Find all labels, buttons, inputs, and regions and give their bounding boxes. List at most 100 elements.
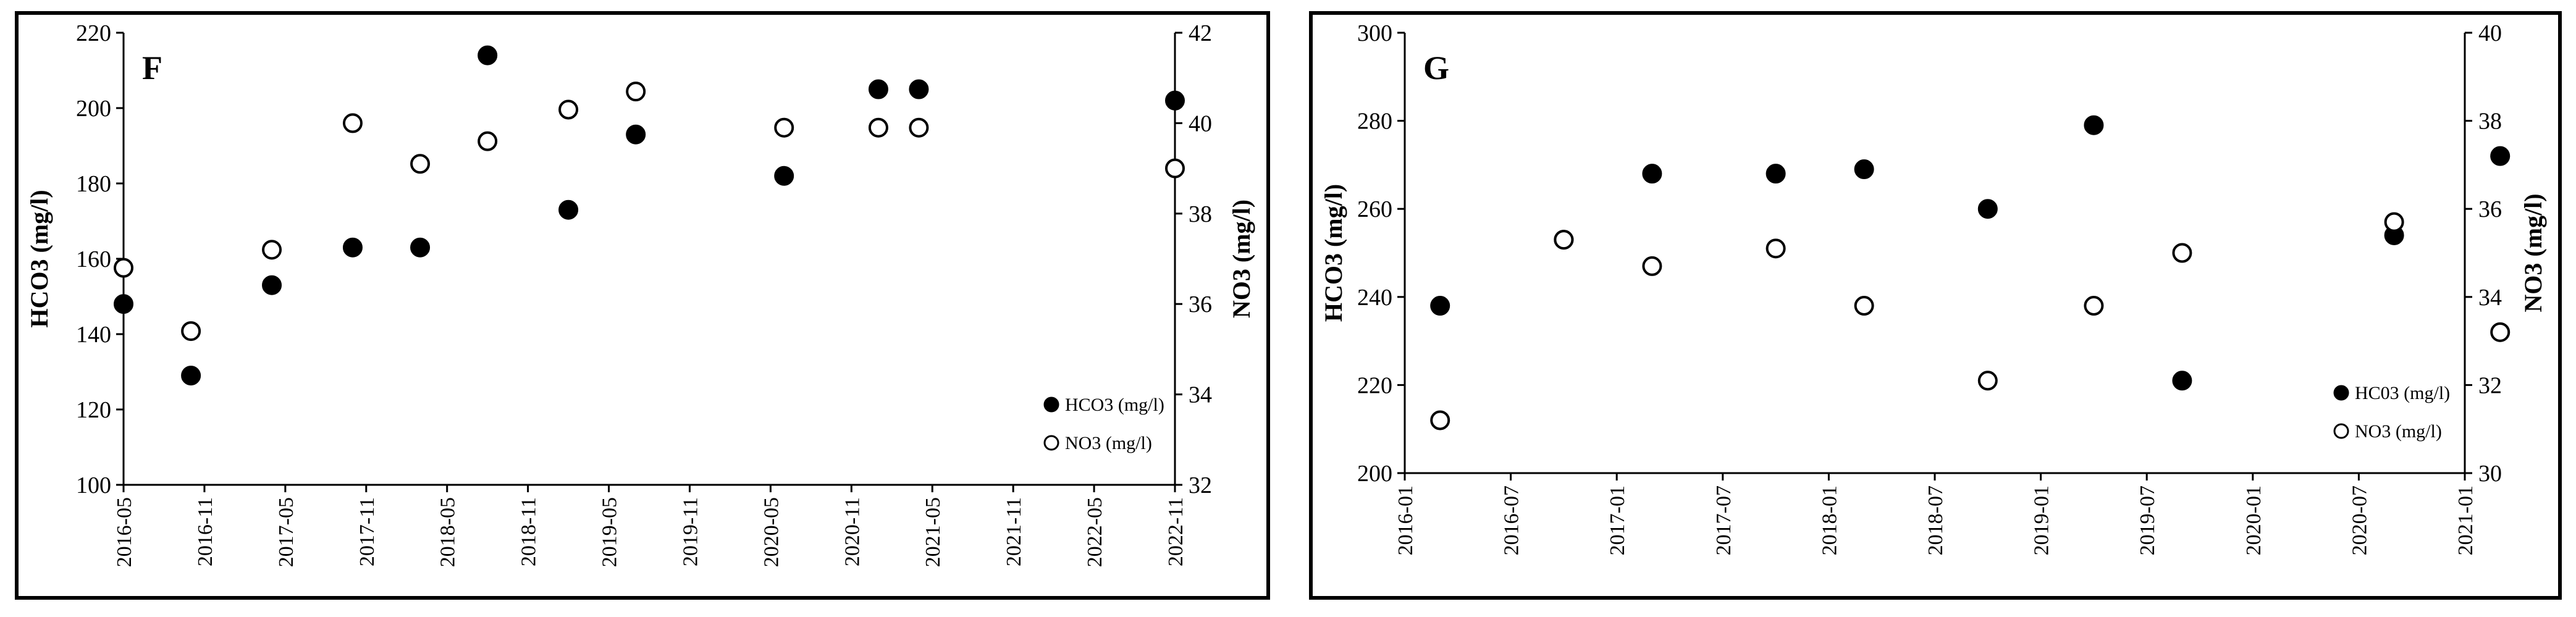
x-tick-label: 2020-07	[2348, 485, 2371, 555]
point	[262, 275, 282, 295]
legend-marker	[1043, 397, 1059, 413]
y-tick-label: 200	[1357, 461, 1392, 487]
point	[262, 240, 282, 260]
point	[909, 117, 929, 138]
x-tick-label: 2019-01	[2031, 485, 2053, 555]
chart-panel: 100 120 140 160 180 200 220 32 34 36 38 40 42 2016-05…	[15, 11, 1270, 600]
chart-title: G	[1423, 49, 1449, 86]
y2-tick-label: 38	[2478, 109, 2502, 135]
x-tick-label: 2020-05	[760, 497, 783, 567]
point	[114, 294, 133, 314]
y-tick-label: 300	[1357, 20, 1392, 46]
point	[1554, 230, 1574, 250]
y2-tick-label: 30	[2478, 461, 2502, 487]
point	[410, 154, 431, 174]
point	[1430, 296, 1450, 316]
point	[868, 79, 888, 99]
point	[181, 321, 201, 342]
x-tick-label: 2017-05	[275, 497, 298, 567]
point	[1977, 199, 1998, 219]
y2-tick-label: 36	[2478, 196, 2502, 222]
x-tick-label: 2022-11	[1164, 497, 1187, 566]
point	[868, 117, 888, 138]
y-tick-label: 240	[1357, 285, 1392, 311]
y2-tick-label: 42	[1189, 20, 1212, 46]
y-tick-label: 180	[76, 171, 111, 197]
legend-label: NO3 (mg/l)	[2355, 421, 2442, 442]
x-tick-label: 2020-01	[2242, 485, 2265, 555]
y-tick-label: 220	[1357, 372, 1392, 398]
point	[1430, 410, 1450, 430]
point	[909, 79, 929, 99]
point	[1854, 159, 1874, 180]
x-tick-label: 2018-05	[437, 497, 460, 567]
y-tick-label: 140	[76, 322, 111, 348]
point	[2384, 212, 2404, 232]
point	[478, 131, 498, 151]
x-tick-label: 2019-07	[2136, 485, 2159, 555]
legend-label: HCO3 (mg/l)	[1065, 395, 1164, 415]
x-tick-label: 2021-11	[1003, 497, 1025, 566]
y-axis-title: HCO3 (mg/l)	[1320, 184, 1347, 322]
y2-tick-label: 38	[1189, 201, 1212, 227]
point	[1766, 238, 1786, 259]
point	[181, 366, 201, 386]
legend-label: NO3 (mg/l)	[1065, 433, 1152, 453]
point	[1766, 164, 1786, 184]
point	[558, 99, 579, 120]
legend-marker	[1043, 435, 1059, 451]
point	[774, 166, 794, 186]
y-tick-label: 260	[1357, 196, 1392, 222]
point	[2172, 243, 2192, 263]
point	[342, 237, 363, 258]
y2-tick-label: 40	[2478, 20, 2502, 46]
x-tick-label: 2019-11	[679, 497, 702, 566]
point	[626, 82, 646, 102]
y2-tick-label: 40	[1189, 111, 1212, 136]
point	[1165, 90, 1185, 111]
y2-tick-label: 32	[2478, 372, 2502, 398]
y-tick-label: 200	[76, 96, 111, 122]
point	[2084, 296, 2104, 316]
x-tick-label: 2016-07	[1501, 485, 1523, 555]
point	[2084, 115, 2104, 135]
y-tick-label: 120	[76, 397, 111, 423]
y2-tick-label: 34	[1189, 382, 1212, 408]
y2-tick-label: 34	[2478, 285, 2502, 311]
x-tick-label: 2017-01	[1606, 485, 1629, 555]
x-tick-label: 2020-11	[841, 497, 864, 566]
point	[2490, 146, 2511, 166]
panel-border	[15, 11, 1270, 600]
point	[558, 199, 579, 220]
point	[1165, 158, 1185, 178]
point	[1977, 371, 1998, 391]
x-tick-label: 2017-07	[1712, 485, 1735, 555]
point	[774, 117, 794, 138]
x-tick-label: 2018-07	[1924, 485, 1947, 555]
point	[2490, 322, 2511, 342]
y-tick-label: 280	[1357, 109, 1392, 135]
legend-marker	[2333, 385, 2349, 401]
point	[410, 237, 431, 258]
legend-marker	[2333, 423, 2349, 439]
point	[1642, 164, 1662, 184]
point	[342, 113, 363, 133]
chart-panel: 200 220 240 260 280 300 30 32 34 36 38 40 2016-01 201…	[1309, 11, 2562, 600]
y2-axis-title: NO3 (mg/l)	[1227, 199, 1255, 318]
chart-title: F	[142, 49, 162, 86]
y-tick-label: 100	[76, 472, 111, 498]
point	[1854, 296, 1874, 316]
x-tick-label: 2018-01	[1818, 485, 1841, 555]
y-axis-title: HCO3 (mg/l)	[25, 190, 53, 327]
x-tick-label: 2018-11	[518, 497, 541, 566]
y2-tick-label: 32	[1189, 472, 1212, 498]
point	[478, 45, 498, 65]
panel-border	[1309, 11, 2562, 600]
x-tick-label: 2021-05	[922, 497, 945, 567]
point	[114, 258, 133, 278]
point	[1642, 256, 1662, 276]
y2-tick-label: 36	[1189, 292, 1212, 317]
x-tick-label: 2017-11	[356, 497, 379, 566]
